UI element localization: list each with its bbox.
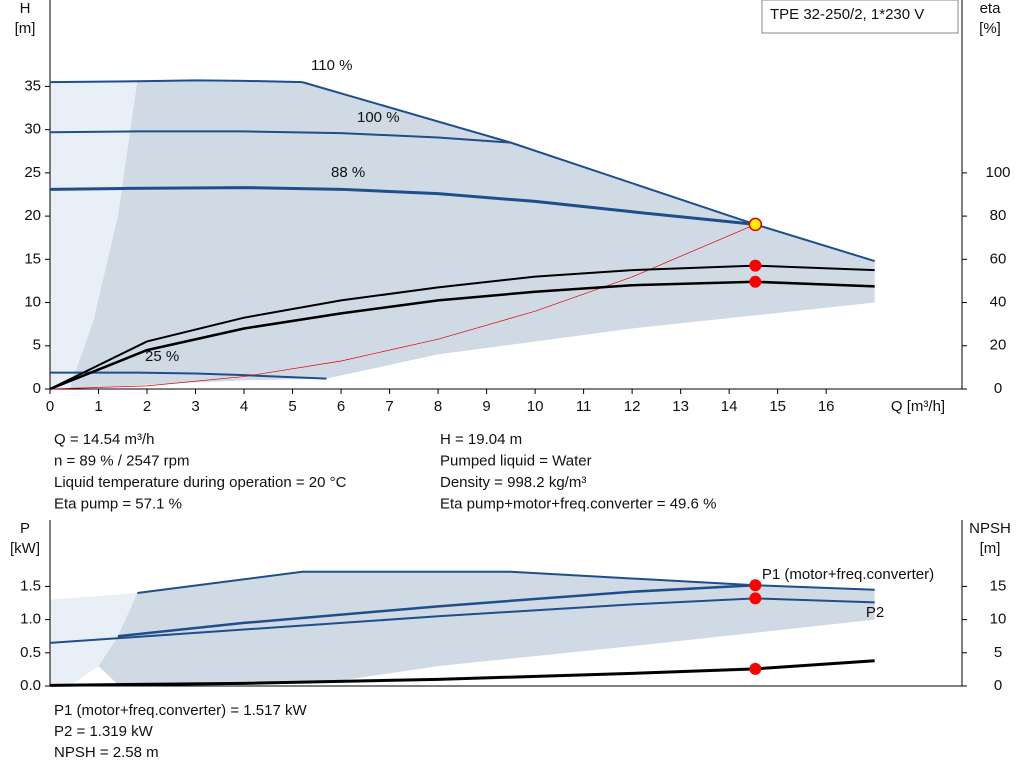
x-tick-label: 3 [191,398,199,415]
info-text: H = 19.04 m [440,431,522,448]
info-text: Eta pump = 57.1 % [54,495,182,512]
x-axis-title: Q [m³/h] [891,398,945,415]
info-text: Density = 998.2 kg/m³ [440,474,586,491]
x-tick-label: 12 [624,398,641,415]
y-tick-label: 20 [24,207,41,224]
operating-range [50,81,138,389]
operating-point [749,592,762,605]
y-axis-title: H [20,0,31,17]
curve-label: 25 % [145,348,179,365]
curve [49,264,875,390]
y-tick-label: 10 [24,294,41,311]
info-text: n = 89 % / 2547 rpm [54,452,190,469]
y-tick-label: 1.0 [20,611,41,628]
curve-label: 100 % [357,109,400,126]
model-name: TPE 32-250/2, 1*230 V [770,6,924,23]
x-tick-label: 2 [143,398,151,415]
curve [49,597,875,644]
x-tick-label: 16 [818,398,835,415]
curve-label: 110 % [311,57,352,74]
x-tick-label: 15 [769,398,786,415]
y2-axis-unit: [%] [979,20,1001,37]
info-text: Pumped liquid = Water [440,452,592,469]
y2-tick-label: 60 [990,250,1007,267]
x-tick-label: 0 [46,398,54,415]
y2-tick-label: 40 [990,294,1007,311]
y-tick-label: 0 [33,380,41,397]
operating-point [749,275,762,288]
curve [49,79,303,84]
y2-tick-label: 0 [994,677,1002,694]
y-tick-label: 30 [24,121,41,138]
curve [137,570,875,595]
y2-tick-label: 100 [985,164,1010,181]
curve-label: P2 [866,604,884,621]
curve [49,659,875,687]
y2-tick-label: 15 [990,577,1007,594]
y-tick-label: 0.5 [20,644,41,661]
curve [49,280,875,391]
y-tick-label: 15 [24,250,41,267]
curve [301,81,875,263]
y-axis-unit: [m] [15,20,36,37]
y-axis-unit: [kW] [10,540,40,557]
y2-tick-label: 20 [990,337,1007,354]
curve [50,371,327,380]
x-tick-label: 9 [482,398,490,415]
curve [49,130,511,144]
operating-point [749,579,762,592]
curve [49,224,756,390]
y2-tick-label: 0 [994,380,1002,397]
x-tick-label: 8 [434,398,442,415]
x-tick-label: 13 [672,398,689,415]
y2-axis-title: eta [980,0,1002,17]
operating-point [749,259,762,272]
curve-label: P1 (motor+freq.converter) [762,566,934,583]
operating-range [69,81,875,389]
x-tick-label: 11 [576,398,592,415]
operating-range [98,571,875,685]
y-tick-label: 1.5 [20,577,41,594]
info-text: P2 = 1.319 kW [54,723,154,740]
x-tick-label: 6 [337,398,345,415]
y2-tick-label: 10 [990,611,1007,628]
y-axis-title: P [20,520,30,537]
info-text: NPSH = 2.58 m [54,744,159,761]
info-text: Q = 14.54 m³/h [54,431,154,448]
info-text: Eta pump+motor+freq.converter = 49.6 % [440,495,716,512]
y2-axis-title: NPSH [969,520,1011,537]
y-tick-label: 25 [24,164,41,181]
x-tick-label: 5 [288,398,296,415]
curve [49,186,756,226]
x-tick-label: 1 [94,398,102,415]
y-tick-label: 5 [33,337,41,354]
curve-label: 88 % [331,164,365,181]
y-tick-label: 35 [24,77,41,94]
x-tick-label: 14 [721,398,738,415]
info-text: P1 (motor+freq.converter) = 1.517 kW [54,702,307,719]
x-tick-label: 4 [240,398,248,415]
y-tick-label: 0.0 [20,677,41,694]
operating-point [749,662,762,675]
y2-tick-label: 5 [994,644,1002,661]
curve [117,584,756,638]
y2-tick-label: 80 [990,207,1007,224]
operating-point [748,217,763,232]
model-box [761,0,959,34]
y2-axis-unit: [m] [980,540,1001,557]
x-tick-label: 10 [527,398,544,415]
x-tick-label: 7 [385,398,393,415]
info-text: Liquid temperature during operation = 20… [54,474,347,491]
